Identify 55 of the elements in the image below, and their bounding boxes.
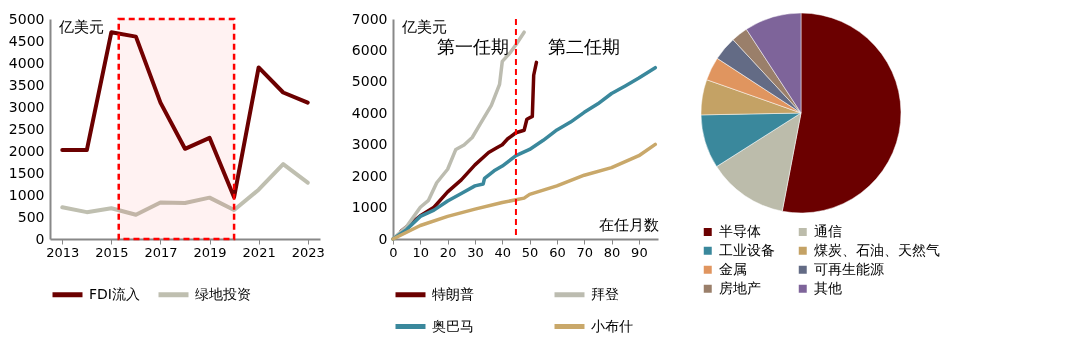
annotation: 第二任期 bbox=[547, 35, 620, 57]
y-tick-label: 4500 bbox=[8, 32, 45, 49]
y-tick-label: 4000 bbox=[351, 104, 388, 121]
x-axis-title: 在任月数 bbox=[598, 215, 659, 234]
legend-label: 拜登 bbox=[591, 285, 619, 302]
y-tick-label: 3000 bbox=[8, 98, 45, 115]
y-tick-label: 2000 bbox=[351, 167, 388, 184]
legend-label: 小布什 bbox=[591, 317, 633, 334]
x-tick-label: 30 bbox=[467, 244, 484, 260]
line-series bbox=[60, 162, 310, 217]
legend-label: 绿地投资 bbox=[195, 285, 251, 302]
y-tick-label: 0 bbox=[378, 230, 388, 247]
legend-label: 工业设备 bbox=[718, 241, 775, 258]
y-tick-label: 500 bbox=[17, 208, 45, 225]
legend-label: FDI流入 bbox=[89, 285, 140, 302]
annotation: 第一任期 bbox=[436, 35, 509, 57]
y-tick-label: 1500 bbox=[8, 164, 45, 181]
y-tick-label: 5000 bbox=[8, 10, 45, 27]
y-tick-label: 2500 bbox=[8, 120, 45, 137]
x-tick-label: 70 bbox=[576, 244, 594, 260]
y-tick-label: 0 bbox=[35, 230, 45, 247]
y-tick-label: 4000 bbox=[8, 54, 45, 71]
y-axis-title: 亿美元 bbox=[57, 17, 104, 36]
legend-label: 通信 bbox=[813, 223, 842, 239]
legend-label: 金属 bbox=[718, 260, 747, 277]
y-axis-title: 亿美元 bbox=[400, 17, 447, 36]
y-tick-label: 1000 bbox=[351, 199, 388, 216]
legend-label: 其他 bbox=[813, 279, 842, 296]
y-tick-label: 1000 bbox=[8, 186, 45, 203]
x-tick-label: 20 bbox=[439, 244, 457, 260]
x-tick-label: 10 bbox=[412, 244, 430, 260]
y-tick-label: 6000 bbox=[351, 41, 388, 58]
x-tick-label: 2015 bbox=[95, 244, 129, 260]
legend-label: 半导体 bbox=[718, 223, 761, 239]
y-tick-label: 5000 bbox=[351, 73, 388, 90]
x-tick-label: 50 bbox=[521, 244, 539, 260]
y-tick-label: 2000 bbox=[8, 142, 45, 159]
x-tick-label: 2013 bbox=[46, 244, 80, 260]
x-tick-label: 2017 bbox=[144, 244, 178, 260]
x-tick-label: 0 bbox=[389, 244, 398, 260]
y-tick-label: 3000 bbox=[351, 136, 388, 153]
legend-label: 可再生能源 bbox=[813, 260, 884, 277]
x-tick-label: 2019 bbox=[193, 244, 227, 260]
x-tick-label: 2021 bbox=[242, 244, 276, 260]
legend-label: 特朗普 bbox=[432, 285, 474, 302]
x-tick-label: 40 bbox=[494, 244, 512, 260]
y-tick-label: 7000 bbox=[351, 10, 388, 27]
x-tick-label: 60 bbox=[549, 244, 566, 260]
x-tick-label: 2023 bbox=[291, 244, 325, 260]
legend-label: 房地产 bbox=[718, 279, 761, 296]
x-tick-label: 80 bbox=[603, 244, 621, 260]
legend-label: 煤炭、石油、天然气 bbox=[813, 241, 940, 258]
x-tick-label: 90 bbox=[631, 244, 648, 260]
y-tick-label: 3500 bbox=[8, 76, 45, 93]
legend-label: 奥巴马 bbox=[432, 317, 474, 334]
